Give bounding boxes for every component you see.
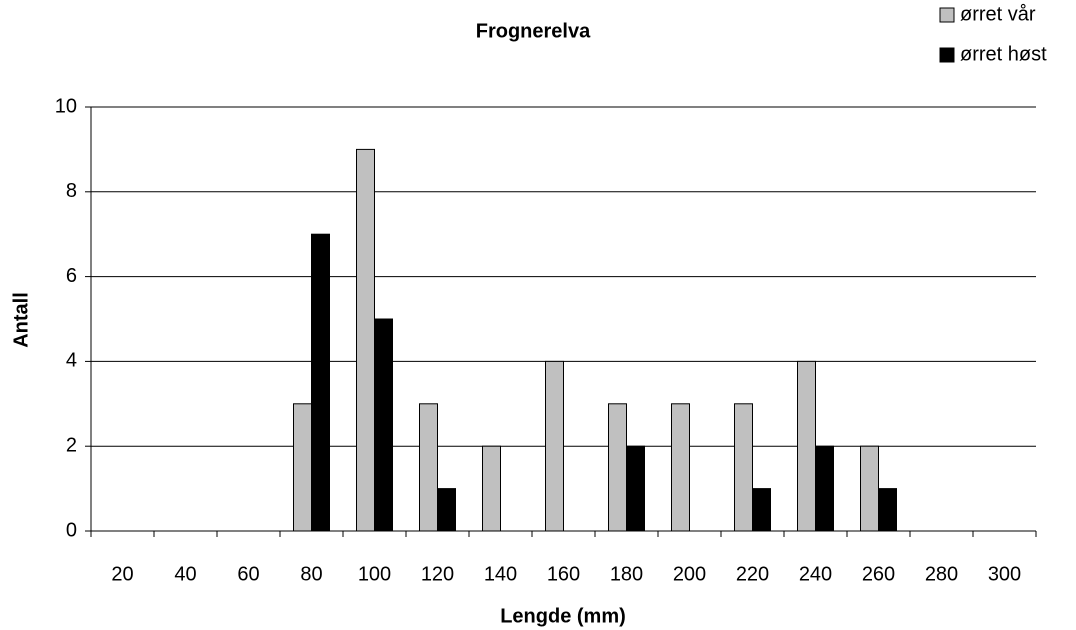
y-tick-label: 2 <box>66 434 77 456</box>
bar <box>419 403 438 532</box>
x-tick-label: 300 <box>988 563 1021 585</box>
x-tick-label: 100 <box>358 563 391 585</box>
x-tick-label: 280 <box>925 563 958 585</box>
x-tick-label: 220 <box>736 563 769 585</box>
bar <box>311 233 330 532</box>
bar <box>860 445 879 532</box>
bar <box>356 148 375 532</box>
bar <box>374 318 393 532</box>
chart-title: Frognerelva <box>476 20 591 42</box>
x-tick-label: 180 <box>610 563 643 585</box>
x-tick-label: 240 <box>799 563 832 585</box>
x-tick-label: 80 <box>300 563 322 585</box>
x-tick-label: 200 <box>673 563 706 585</box>
bar <box>545 360 564 532</box>
bar <box>878 488 897 532</box>
y-tick-label: 6 <box>66 265 77 287</box>
x-tick-label: 140 <box>484 563 517 585</box>
bar <box>437 488 456 532</box>
bar <box>293 403 312 532</box>
y-tick-label: 8 <box>66 180 77 202</box>
legend-label: ørret vår <box>960 3 1036 25</box>
x-tick-label: 20 <box>111 563 133 585</box>
legend-label: ørret høst <box>960 43 1047 65</box>
y-tick-label: 10 <box>55 95 77 117</box>
x-tick-label: 260 <box>862 563 895 585</box>
x-axis-label: Lengde (mm) <box>500 605 626 627</box>
legend-swatch <box>939 47 955 63</box>
x-tick-label: 60 <box>237 563 259 585</box>
bar <box>797 360 816 532</box>
bar <box>626 445 645 532</box>
bar <box>734 403 753 532</box>
y-tick-label: 0 <box>66 519 77 541</box>
x-tick-label: 120 <box>421 563 454 585</box>
y-tick-label: 4 <box>66 350 77 372</box>
bar <box>671 403 690 532</box>
y-axis-label: Antall <box>10 292 32 348</box>
bar <box>608 403 627 532</box>
bar <box>815 445 834 532</box>
bar <box>482 445 501 532</box>
bar <box>752 488 771 532</box>
x-tick-label: 40 <box>174 563 196 585</box>
x-tick-label: 160 <box>547 563 580 585</box>
legend-swatch <box>939 7 955 23</box>
